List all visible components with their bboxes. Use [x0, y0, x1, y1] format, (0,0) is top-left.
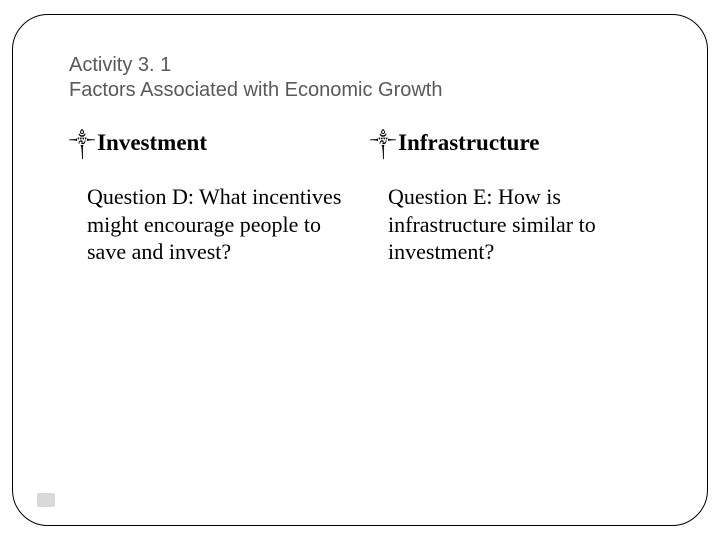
slide-frame: Activity 3. 1 Factors Associated with Ec… [12, 14, 708, 526]
heading-row: ༒ Infrastructure [370, 121, 651, 177]
column-heading: Infrastructure [398, 130, 539, 156]
slide-subtitle: Factors Associated with Economic Growth [69, 78, 651, 103]
column-heading: Investment [97, 130, 207, 156]
activity-label: Activity 3. 1 [69, 53, 651, 78]
column-right: ༒ Infrastructure Question E: How is infr… [370, 121, 651, 266]
slide-content: Activity 3. 1 Factors Associated with Ec… [13, 15, 707, 286]
columns: ༒ Investment Question D: What incentives… [69, 121, 651, 266]
bullet-icon: ༒ [370, 121, 396, 177]
heading-row: ༒ Investment [69, 121, 350, 177]
column-body: Question D: What incentives might encour… [69, 183, 350, 266]
corner-mark [37, 493, 55, 507]
bullet-icon: ༒ [69, 121, 95, 177]
column-body: Question E: How is infrastructure simila… [370, 183, 651, 266]
column-left: ༒ Investment Question D: What incentives… [69, 121, 350, 266]
